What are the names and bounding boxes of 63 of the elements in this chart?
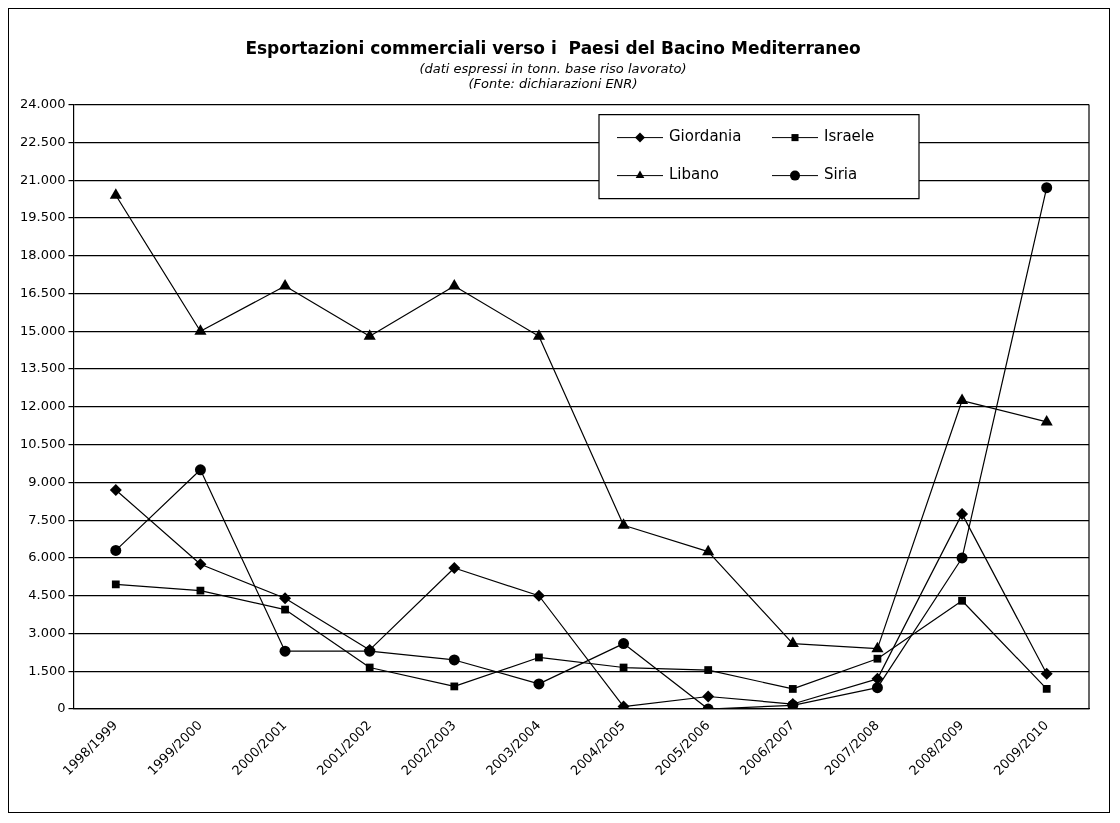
chart-subtitle: (dati espressi in tonn. base riso lavorato) [419, 60, 687, 76]
point [617, 518, 630, 529]
point [363, 329, 376, 340]
y-tick-label: 1.500 [28, 662, 66, 678]
point [702, 544, 715, 556]
y-tick-label: 3.000 [28, 624, 66, 640]
y-tick-label: 13.500 [19, 360, 66, 376]
point [533, 678, 545, 690]
point [109, 483, 122, 496]
point [956, 507, 969, 520]
point [196, 586, 205, 595]
y-tick-label: 18.000 [19, 247, 66, 263]
legend-label: Israele [824, 127, 875, 146]
point [702, 690, 715, 703]
point [109, 188, 122, 199]
point [448, 278, 461, 290]
point [956, 552, 968, 564]
y-tick-label: 0 [57, 700, 66, 716]
y-tick-label: 9.000 [28, 473, 66, 489]
y-tick-label: 6.000 [28, 549, 66, 565]
point [958, 596, 966, 605]
point [110, 544, 122, 556]
point [279, 645, 291, 657]
point [281, 605, 289, 614]
y-tick-label: 4.500 [28, 587, 66, 603]
point [532, 329, 545, 340]
point [618, 638, 630, 650]
y-tick-label: 16.500 [19, 284, 66, 300]
point [450, 682, 459, 691]
point [788, 685, 797, 693]
text: (Fonte: dichiarazioni ENR) [468, 76, 638, 92]
y-tick-label: 21.000 [19, 171, 66, 187]
point [448, 654, 460, 666]
point [278, 278, 292, 290]
legend-label: Libano [669, 165, 719, 184]
y-tick-label: 7.500 [28, 511, 66, 527]
y-tick-label: 19.500 [19, 209, 66, 225]
point [535, 653, 543, 662]
point [194, 324, 207, 335]
y-tick-label: 22.500 [19, 133, 66, 149]
y-tick-label: 24.000 [19, 95, 66, 111]
point [448, 562, 461, 575]
point [1040, 414, 1053, 426]
point [111, 580, 120, 589]
point [704, 666, 713, 674]
point [532, 589, 545, 602]
point [194, 464, 206, 476]
y-tick-label: 10.500 [19, 436, 66, 451]
y-tick-label: 15.000 [19, 322, 66, 338]
point [1042, 685, 1051, 693]
point [786, 636, 799, 648]
point [1040, 667, 1053, 680]
legend-label: Giordania [669, 127, 742, 146]
point [279, 592, 292, 605]
point [871, 641, 884, 653]
chart-title: Esportazioni commerciali verso i Paesi del Bacino Mediterraneo [245, 37, 861, 58]
point [365, 663, 374, 672]
y-tick-label: 12.000 [19, 398, 66, 414]
point [871, 682, 883, 694]
point [194, 558, 207, 571]
legend-label: Siria [824, 165, 858, 184]
point [873, 654, 882, 663]
point [956, 393, 969, 405]
